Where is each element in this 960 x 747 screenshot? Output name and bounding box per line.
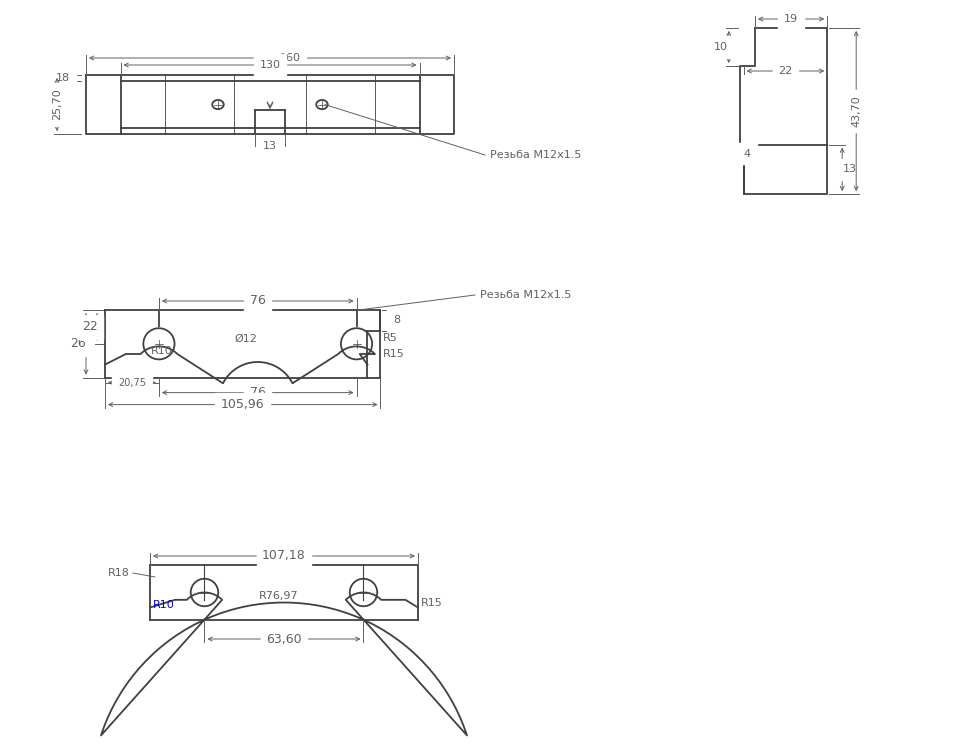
Text: 25,70: 25,70 <box>52 89 62 120</box>
Text: 10: 10 <box>714 42 728 52</box>
Text: 4: 4 <box>744 149 751 158</box>
Text: Резьба М12х1.5: Резьба М12х1.5 <box>480 290 571 300</box>
Text: R15: R15 <box>420 598 443 607</box>
Text: 8: 8 <box>393 315 400 326</box>
Text: 160: 160 <box>279 53 300 63</box>
Text: 76: 76 <box>250 294 266 308</box>
Text: R10: R10 <box>151 346 173 356</box>
Text: 26: 26 <box>70 338 85 350</box>
Text: 63,60: 63,60 <box>266 633 301 645</box>
Text: R5: R5 <box>382 333 397 343</box>
Text: R18: R18 <box>108 568 130 578</box>
Text: 107,18: 107,18 <box>262 550 306 562</box>
Text: 130: 130 <box>259 60 280 70</box>
Text: Резьба М12х1.5: Резьба М12х1.5 <box>490 150 582 160</box>
Text: 20,75: 20,75 <box>118 377 146 388</box>
Text: R76,97: R76,97 <box>259 592 299 601</box>
Text: 22: 22 <box>83 320 98 333</box>
Text: 19: 19 <box>784 14 798 24</box>
Text: R15: R15 <box>382 349 404 359</box>
Text: 105,96: 105,96 <box>221 398 265 411</box>
Text: 13: 13 <box>263 141 277 151</box>
Text: Ø12: Ø12 <box>235 334 257 344</box>
Text: 43,70: 43,70 <box>852 95 861 127</box>
Text: 18: 18 <box>56 73 70 83</box>
Text: R10: R10 <box>153 600 175 610</box>
Text: 76: 76 <box>250 386 266 399</box>
Text: 13: 13 <box>843 164 857 174</box>
Text: 22: 22 <box>779 66 793 76</box>
